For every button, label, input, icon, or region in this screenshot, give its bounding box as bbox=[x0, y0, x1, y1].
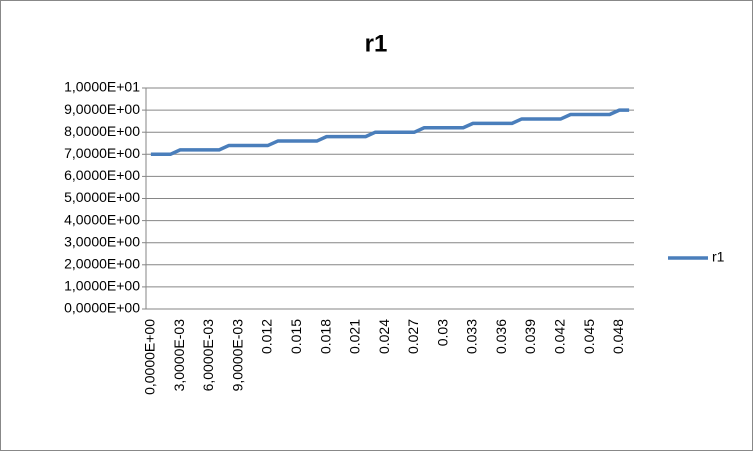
x-tick-label: 6,0000E-03 bbox=[200, 319, 216, 392]
legend-label: r1 bbox=[712, 249, 725, 265]
y-tick-label: 4,0000E+00 bbox=[64, 211, 140, 227]
x-tick-label: 9,0000E-03 bbox=[229, 319, 245, 392]
y-tick-label: 1,0000E+00 bbox=[64, 278, 140, 294]
x-tick-label: 3,0000E-03 bbox=[171, 319, 187, 392]
x-tick-label: 0.03 bbox=[434, 319, 450, 346]
x-tick-label: 0.033 bbox=[464, 319, 480, 354]
y-tick-label: 6,0000E+00 bbox=[64, 167, 140, 183]
x-tick-label: 0.039 bbox=[522, 319, 538, 354]
y-tick-label: 8,0000E+00 bbox=[64, 123, 140, 139]
y-tick-label: 7,0000E+00 bbox=[64, 145, 140, 161]
x-tick-label: 0.012 bbox=[259, 319, 275, 354]
x-tick-label: 0.042 bbox=[552, 319, 568, 354]
chart-title: r1 bbox=[365, 30, 388, 57]
x-tick-label: 0.048 bbox=[610, 319, 626, 354]
y-tick-label: 9,0000E+00 bbox=[64, 101, 140, 117]
x-tick-label: 0.045 bbox=[581, 319, 597, 354]
x-tick-label: 0.021 bbox=[347, 319, 363, 354]
y-tick-label: 3,0000E+00 bbox=[64, 233, 140, 249]
x-tick-label: 0.015 bbox=[288, 319, 304, 354]
line-series bbox=[150, 108, 630, 157]
y-tick-label: 5,0000E+00 bbox=[64, 189, 140, 205]
x-tick-label: 0.027 bbox=[405, 319, 421, 354]
x-tick-label: 0.036 bbox=[493, 319, 509, 354]
x-tick-label: 0.024 bbox=[376, 319, 392, 354]
y-tick-label: 0,0000E+00 bbox=[64, 300, 140, 316]
y-tick-label: 2,0000E+00 bbox=[64, 256, 140, 272]
x-tick-label: 0,0000E+00 bbox=[142, 319, 158, 395]
y-tick-label: 1,0000E+01 bbox=[64, 79, 140, 95]
x-tick-label: 0.018 bbox=[317, 319, 333, 354]
